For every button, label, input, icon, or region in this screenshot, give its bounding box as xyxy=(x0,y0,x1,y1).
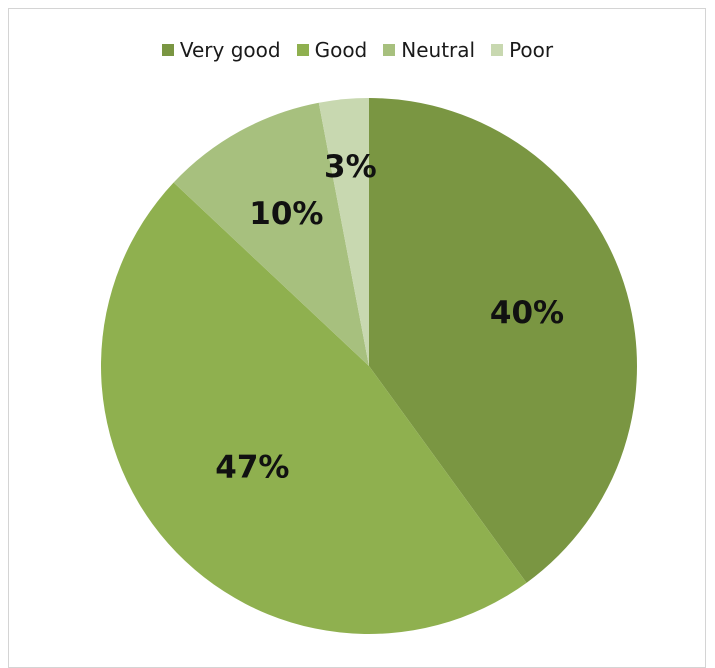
data-label-very-good: 40% xyxy=(490,295,564,331)
pie-slice-very-good xyxy=(369,98,637,583)
legend-label-good: Good xyxy=(314,38,368,62)
legend-item-poor: Poor xyxy=(491,40,553,60)
pie-slice-neutral xyxy=(173,102,369,367)
data-label-good: 47% xyxy=(215,449,289,485)
pie-slice-poor xyxy=(318,98,369,366)
legend-label-poor: Poor xyxy=(509,38,554,62)
legend-item-very-good: Very good xyxy=(161,38,281,62)
legend: Very good Good Neutral Poor xyxy=(0,40,715,60)
legend-swatch-poor xyxy=(491,44,504,56)
data-label-poor: 3% xyxy=(324,149,377,185)
legend-item-good: Good xyxy=(296,38,368,62)
legend-swatch-neutral xyxy=(383,44,396,56)
legend-label-neutral: Neutral xyxy=(401,38,476,62)
legend-swatch-good xyxy=(296,44,309,56)
legend-label-very-good: Very good xyxy=(179,38,281,62)
pie-slice-good xyxy=(101,182,527,634)
data-label-neutral: 10% xyxy=(249,196,323,232)
legend-swatch-very-good xyxy=(161,44,174,56)
legend-item-neutral: Neutral xyxy=(383,40,475,60)
pie-chart: 40% 47% 10%3% xyxy=(101,98,637,634)
